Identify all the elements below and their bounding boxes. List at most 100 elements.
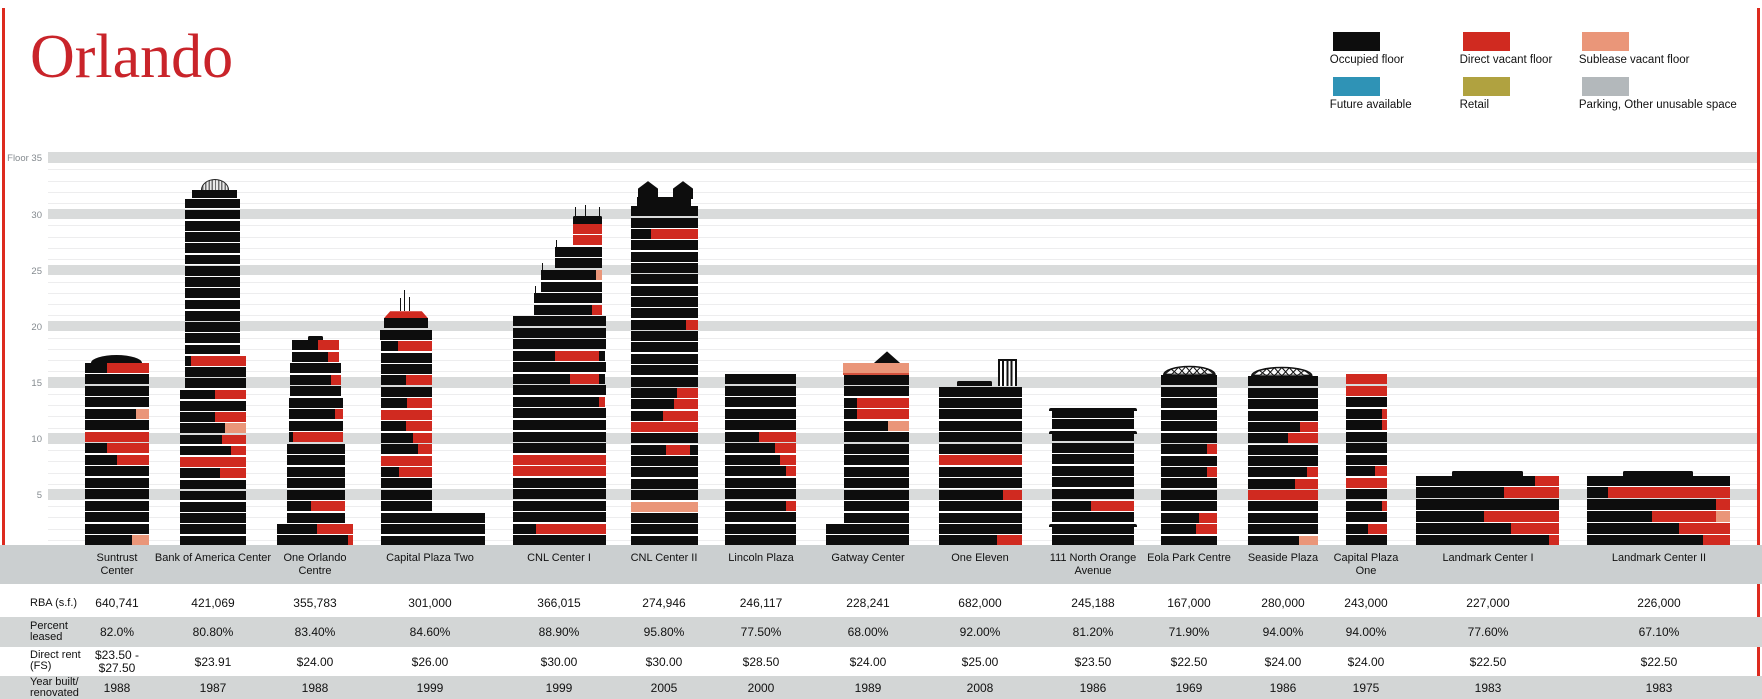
segment-occupied xyxy=(180,389,215,400)
segment-occupied xyxy=(84,477,150,488)
floor-20 xyxy=(630,319,698,330)
segment-occupied xyxy=(844,409,858,420)
segment-occupied xyxy=(1416,487,1504,498)
segment-occupied xyxy=(725,397,797,408)
floor-2 xyxy=(276,524,354,535)
segment-occupied xyxy=(1051,430,1135,442)
segment-direct_vacant xyxy=(398,341,432,352)
segment-occupied xyxy=(555,258,602,269)
floor-13 xyxy=(938,397,1023,408)
table-row-label: Direct rent (FS) xyxy=(30,648,81,672)
floor-2 xyxy=(380,524,485,534)
segment-sublease_vacant xyxy=(842,363,910,374)
segment-occupied xyxy=(513,420,606,431)
segment-occupied xyxy=(84,362,108,373)
segment-occupied xyxy=(630,274,698,285)
segment-direct_vacant xyxy=(775,443,797,454)
segment-occupied xyxy=(1248,524,1318,535)
segment-occupied xyxy=(1248,535,1299,546)
table-cell-pct-leased: 94.00% xyxy=(1262,625,1304,639)
table-cell-pct-leased: 94.00% xyxy=(1345,625,1387,639)
segment-occupied xyxy=(380,489,432,500)
floor-1 xyxy=(1051,535,1135,546)
segment-occupied xyxy=(1161,409,1217,420)
segment-occupied xyxy=(1345,466,1376,477)
segment-occupied xyxy=(938,512,1023,523)
segment-occupied xyxy=(1161,421,1217,432)
table-col-name: 111 North Orange Avenue xyxy=(1049,552,1137,577)
floor-7 xyxy=(938,466,1023,477)
segment-occupied xyxy=(1051,523,1135,534)
segment-occupied xyxy=(630,376,698,387)
grid-line-floor-34 xyxy=(48,169,1757,171)
floor-30 xyxy=(184,209,240,220)
floor-24 xyxy=(541,269,602,280)
segment-occupied xyxy=(725,489,797,500)
segment-occupied xyxy=(513,339,606,350)
floor-1 xyxy=(725,535,797,546)
segment-direct_vacant xyxy=(1503,487,1560,498)
segment-occupied xyxy=(1345,443,1387,454)
axis-tick-15: 15 xyxy=(31,378,42,389)
floor-9 xyxy=(286,443,346,454)
floor-9 xyxy=(1345,443,1387,454)
segment-occupied xyxy=(1051,512,1135,523)
table-cell-rba: 243,000 xyxy=(1344,595,1388,610)
segment-occupied xyxy=(630,512,698,523)
segment-occupied xyxy=(689,444,698,455)
floor-9 xyxy=(630,444,698,455)
segment-sublease_vacant xyxy=(630,501,698,512)
segment-direct_vacant xyxy=(591,304,602,315)
segment-occupied xyxy=(513,396,600,407)
floor-5 xyxy=(1345,489,1387,500)
table-cell-direct-rent: $24.00 xyxy=(296,654,334,669)
floor-11 xyxy=(288,420,343,431)
floor-11 xyxy=(1248,421,1318,432)
floor-21 xyxy=(630,308,698,319)
segment-occupied xyxy=(844,397,858,408)
table-cell-pct-leased: 77.60% xyxy=(1467,625,1509,639)
segment-occupied xyxy=(630,285,698,296)
segment-direct_vacant xyxy=(573,235,602,246)
segment-direct_vacant xyxy=(1716,499,1731,510)
floor-3 xyxy=(1345,512,1387,523)
floor-19 xyxy=(513,327,606,338)
segment-occupied xyxy=(938,501,1023,512)
segment-occupied xyxy=(380,444,419,454)
segment-occupied xyxy=(513,523,537,534)
segment-occupied xyxy=(286,455,346,466)
table-cell-year: 1999 xyxy=(416,680,444,695)
floor-22 xyxy=(630,297,698,307)
segment-occupied xyxy=(1051,465,1135,476)
floor-lip xyxy=(1049,407,1137,412)
floor-25 xyxy=(555,258,602,269)
floor-6 xyxy=(1416,475,1560,486)
segment-direct_vacant xyxy=(107,443,150,454)
legend-swatch-direct_vacant xyxy=(1462,31,1510,51)
segment-occupied xyxy=(1345,397,1387,408)
floor-4 xyxy=(513,500,606,511)
floor-23 xyxy=(541,281,602,292)
segment-occupied xyxy=(180,524,246,535)
segment-occupied xyxy=(380,432,413,443)
segment-direct_vacant xyxy=(1295,478,1318,489)
floor-1 xyxy=(1416,535,1560,546)
floor-1 xyxy=(180,535,246,546)
floor-25 xyxy=(630,262,698,273)
segment-occupied xyxy=(1051,407,1135,418)
segment-occupied xyxy=(844,501,910,512)
floor-24 xyxy=(184,277,240,287)
segment-occupied xyxy=(513,477,606,488)
legend-swatch-future_available xyxy=(1332,76,1380,96)
segment-occupied xyxy=(725,535,797,546)
segment-direct_vacant xyxy=(380,409,432,420)
floor-19 xyxy=(630,331,698,342)
floor-11 xyxy=(513,420,606,431)
floor-16 xyxy=(290,363,341,374)
floor-7 xyxy=(380,466,433,477)
segment-occupied xyxy=(286,489,346,500)
segment-direct_vacant xyxy=(380,455,432,466)
table-col-name: Landmark Center II xyxy=(1611,552,1707,564)
segment-occupied xyxy=(541,269,596,280)
floor-9 xyxy=(180,445,246,456)
